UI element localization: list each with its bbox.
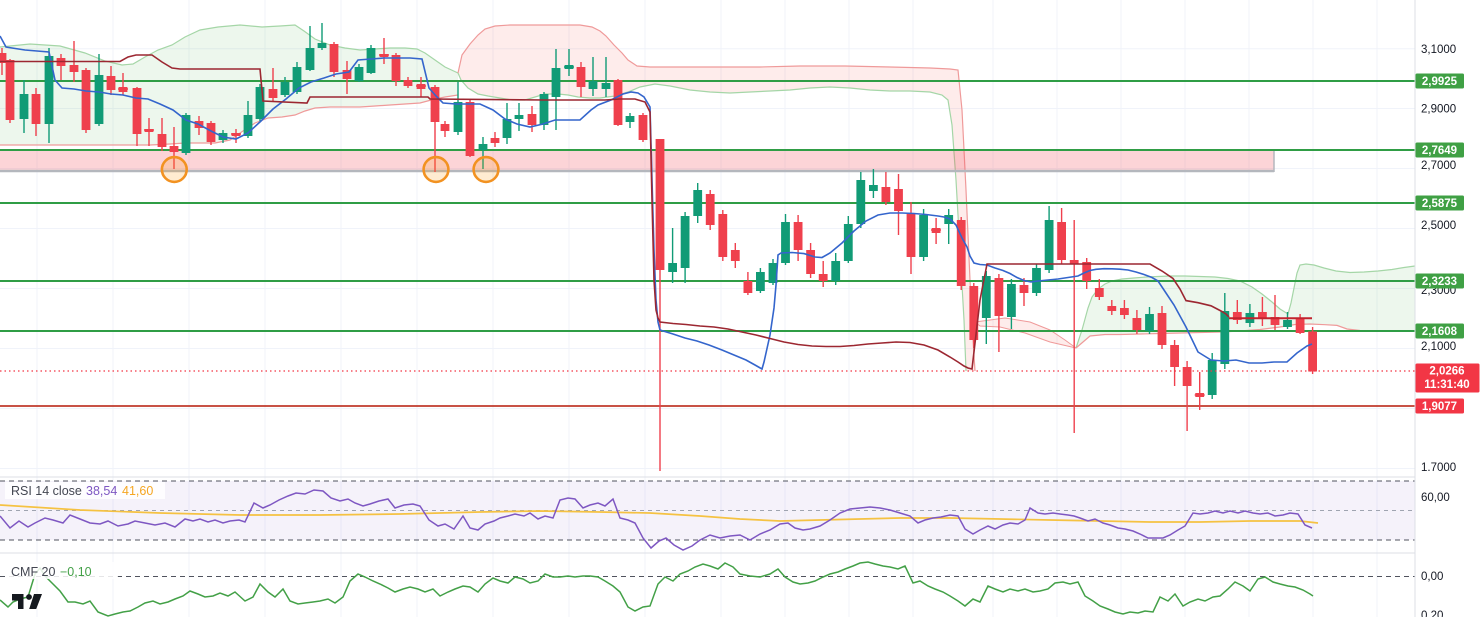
svg-text:38,54: 38,54 [86,484,117,498]
svg-text:2,5000: 2,5000 [1421,220,1456,232]
svg-text:2,7649: 2,7649 [1422,145,1457,157]
svg-text:2,0266: 2,0266 [1429,366,1464,378]
svg-text:0,20: 0,20 [1421,610,1443,617]
svg-text:RSI 14 close: RSI 14 close [11,484,82,498]
svg-text:2,1000: 2,1000 [1421,341,1456,353]
svg-text:1,9077: 1,9077 [1422,401,1457,413]
svg-text:2,3233: 2,3233 [1422,276,1457,288]
svg-text:0,00: 0,00 [1421,571,1443,583]
svg-text:−0,10: −0,10 [60,565,92,579]
svg-text:1.7000: 1.7000 [1421,462,1456,474]
svg-text:2,1608: 2,1608 [1422,326,1458,338]
svg-text:3,1000: 3,1000 [1421,44,1456,56]
svg-text:CMF 20: CMF 20 [11,565,56,579]
svg-text:2,9925: 2,9925 [1422,76,1458,88]
svg-text:2,5875: 2,5875 [1422,198,1458,210]
svg-text:60,00: 60,00 [1421,492,1450,504]
svg-text:11:31:40: 11:31:40 [1424,379,1469,391]
svg-text:2,9000: 2,9000 [1421,104,1456,116]
svg-text:2,7000: 2,7000 [1421,160,1456,172]
svg-text:41,60: 41,60 [122,484,153,498]
